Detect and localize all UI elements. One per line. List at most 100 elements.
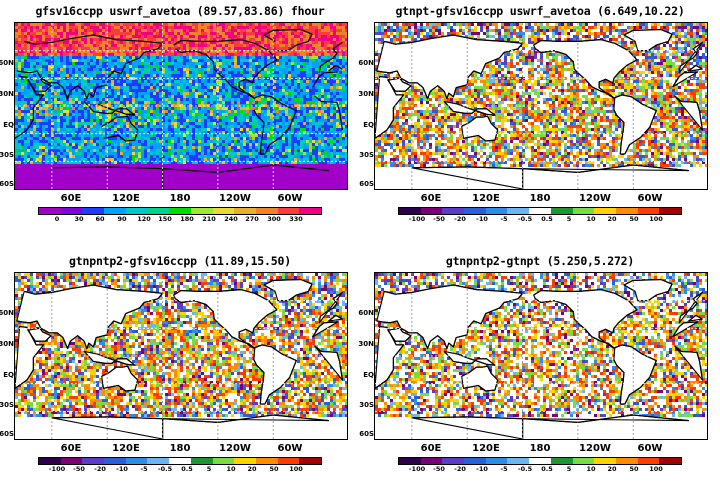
colorbar-swatch bbox=[615, 208, 638, 214]
land-overlay bbox=[15, 28, 343, 189]
lon-label-60e: 60E bbox=[411, 193, 451, 204]
colorbar-label: 0.5 bbox=[535, 215, 559, 223]
lon-label-60w: 60W bbox=[630, 443, 670, 454]
lon-label-180: 180 bbox=[160, 443, 200, 454]
colorbar-label: 120 bbox=[132, 215, 156, 223]
lon-label-120e: 120E bbox=[106, 193, 146, 204]
colorbar-swatch bbox=[637, 458, 660, 464]
lon-label-120w: 120W bbox=[575, 193, 615, 204]
colorbar-swatch bbox=[190, 458, 213, 464]
lon-label-60e: 60E bbox=[51, 193, 91, 204]
coastline bbox=[443, 100, 496, 116]
graticule bbox=[15, 273, 347, 439]
colorbar-label: 50 bbox=[622, 215, 646, 223]
colorbar-label: 5 bbox=[197, 465, 221, 473]
colorbar-swatch bbox=[169, 458, 191, 464]
coastline bbox=[173, 39, 278, 100]
colorbar-label: 150 bbox=[153, 215, 177, 223]
colorbar-swatch bbox=[299, 208, 321, 214]
colorbar bbox=[398, 457, 682, 465]
colorbar-label: -20 bbox=[88, 465, 112, 473]
colorbar-swatch bbox=[299, 458, 321, 464]
lon-label-60e: 60E bbox=[51, 443, 91, 454]
colorbar-label: 10 bbox=[219, 465, 243, 473]
lon-label-180: 180 bbox=[520, 443, 560, 454]
colorbar-label: 5 bbox=[557, 465, 581, 473]
panel-title: gtnpt-gfsv16ccpp uswrf_avetoa (6.649,10.… bbox=[360, 4, 720, 18]
coastline bbox=[387, 77, 412, 92]
colorbar-swatch bbox=[615, 458, 638, 464]
colorbar-swatch bbox=[550, 458, 573, 464]
colorbar-swatch bbox=[169, 208, 191, 214]
lat-label-30n: 30N bbox=[358, 340, 374, 348]
colorbar-label: 20 bbox=[600, 465, 624, 473]
colorbar-label: 50 bbox=[622, 465, 646, 473]
colorbar-swatch bbox=[104, 458, 126, 464]
colorbar-label: -50 bbox=[427, 465, 451, 473]
colorbar-label: 0 bbox=[45, 215, 69, 223]
coastline bbox=[312, 321, 338, 337]
lat-label-30s: 30S bbox=[358, 151, 374, 159]
colorbar-swatch bbox=[442, 208, 465, 214]
colorbar-label: 0.5 bbox=[535, 465, 559, 473]
colorbar-label: -10 bbox=[110, 465, 134, 473]
colorbar-label: 20 bbox=[240, 465, 264, 473]
lat-label-30s: 30S bbox=[358, 401, 374, 409]
colorbar-swatch bbox=[442, 458, 465, 464]
colorbar-swatch bbox=[464, 458, 486, 464]
coastline bbox=[16, 284, 164, 350]
panel-title: gtnpntp2-gfsv16ccpp (11.89,15.50) bbox=[0, 254, 360, 268]
colorbar-label: -0.5 bbox=[513, 215, 537, 223]
lon-label-60w: 60W bbox=[270, 443, 310, 454]
coastline bbox=[314, 95, 343, 131]
colorbar-swatch bbox=[212, 458, 235, 464]
map-panel-1: gfsv16ccpp uswrf_avetoa (89.57,83.86) fh… bbox=[0, 0, 360, 250]
colorbar-label: 100 bbox=[644, 465, 668, 473]
map-panel-2: gtnpt-gfsv16ccpp uswrf_avetoa (6.649,10.… bbox=[358, 0, 720, 250]
lon-label-180: 180 bbox=[520, 193, 560, 204]
colorbar-swatch bbox=[399, 208, 421, 214]
coastline bbox=[674, 95, 703, 131]
land-overlay bbox=[375, 278, 703, 439]
colorbar-swatch bbox=[399, 458, 421, 464]
colorbar-swatch bbox=[82, 208, 105, 214]
colorbar-label: 270 bbox=[240, 215, 264, 223]
colorbar-swatch bbox=[637, 208, 660, 214]
colorbar-swatch bbox=[125, 458, 148, 464]
colorbar-swatch bbox=[277, 208, 300, 214]
lat-label-30n: 30N bbox=[358, 90, 374, 98]
colorbar-swatch bbox=[104, 208, 126, 214]
colorbar-swatch bbox=[39, 208, 61, 214]
colorbar-swatch bbox=[659, 458, 681, 464]
colorbar-swatch bbox=[464, 208, 486, 214]
coastline bbox=[411, 166, 524, 189]
coastline bbox=[688, 64, 703, 72]
field-cells bbox=[375, 23, 707, 189]
coastline bbox=[674, 345, 703, 381]
colorbar-swatch bbox=[60, 208, 83, 214]
colorbar-swatch bbox=[39, 458, 61, 464]
colorbar-swatch bbox=[234, 208, 256, 214]
colorbar-label: -100 bbox=[405, 215, 429, 223]
lon-label-120w: 120W bbox=[215, 193, 255, 204]
map-canvas bbox=[15, 273, 347, 439]
coastline bbox=[461, 365, 499, 392]
colorbar-label: 330 bbox=[284, 215, 308, 223]
coastline bbox=[461, 115, 499, 142]
colorbar bbox=[38, 457, 322, 465]
coastline bbox=[672, 71, 698, 87]
colorbar-label: -0.5 bbox=[153, 465, 177, 473]
colorbar-swatch bbox=[277, 458, 300, 464]
colorbar-swatch bbox=[212, 208, 235, 214]
colorbar-label: -20 bbox=[448, 465, 472, 473]
colorbar-label: -50 bbox=[427, 215, 451, 223]
colorbar bbox=[398, 207, 682, 215]
lat-label-30s: 30S bbox=[0, 151, 14, 159]
coastline bbox=[263, 278, 313, 302]
coastline bbox=[83, 100, 136, 116]
map-panel-3: gtnpntp2-gfsv16ccpp (11.89,15.50) 60N 30… bbox=[0, 250, 360, 500]
colorbar-swatch bbox=[485, 208, 508, 214]
coastline bbox=[533, 289, 638, 350]
colorbar-swatch bbox=[659, 208, 681, 214]
colorbar bbox=[38, 207, 322, 215]
